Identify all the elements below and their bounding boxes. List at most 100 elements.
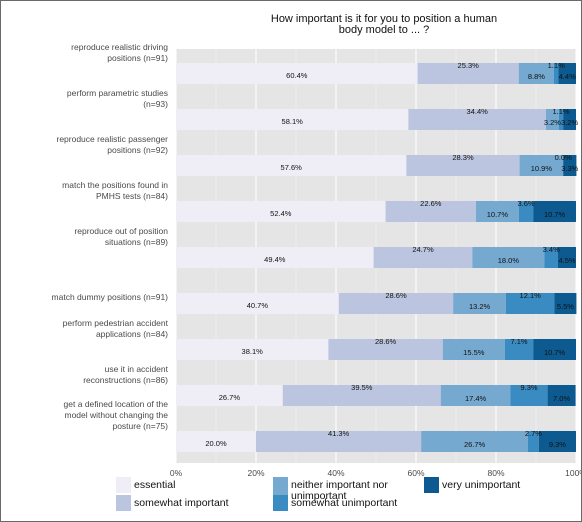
data-label: 28.3% xyxy=(452,153,474,162)
x-tick-label: 100% xyxy=(565,468,581,478)
data-label: 3.6% xyxy=(517,199,534,208)
legend-label: unimportant xyxy=(291,490,347,502)
data-label: 3.2% xyxy=(544,118,561,127)
data-label: 7.1% xyxy=(510,337,527,346)
data-label: 13.2% xyxy=(469,302,491,311)
x-tick-label: 20% xyxy=(247,468,264,478)
data-label: 58.1% xyxy=(282,117,304,126)
category-label: reconstructions (n=86) xyxy=(83,375,168,385)
legend-label: very unimportant xyxy=(442,479,520,491)
category-label: reproduce realistic driving xyxy=(71,42,168,52)
bar-segment xyxy=(558,109,564,130)
category-label: match the positions found in xyxy=(62,180,168,190)
category-label: perform pedestrian accident xyxy=(63,318,169,328)
x-tick-label: 80% xyxy=(487,468,504,478)
bar-segment xyxy=(510,385,548,406)
x-tick-label: 60% xyxy=(407,468,424,478)
bar-segment xyxy=(554,63,559,84)
category-label: match dummy positions (n=91) xyxy=(52,292,169,302)
data-label: 4.4% xyxy=(559,72,576,81)
bar-segment xyxy=(519,155,564,176)
bar-segment xyxy=(558,63,576,84)
data-label: 10.7% xyxy=(544,210,566,219)
category-label: reproduce realistic passenger xyxy=(56,134,168,144)
x-tick-label: 0% xyxy=(170,468,183,478)
bar-segment xyxy=(176,109,409,130)
bar-segment xyxy=(563,155,577,176)
data-label: 41.3% xyxy=(328,429,350,438)
x-tick-label: 40% xyxy=(327,468,344,478)
bar-segment xyxy=(506,293,555,314)
data-label: 8.8% xyxy=(528,72,545,81)
data-label: 52.4% xyxy=(270,209,292,218)
bar-segment xyxy=(533,201,576,222)
category-label: positions (n=92) xyxy=(107,145,168,155)
bar-segment xyxy=(518,201,534,222)
bar-segment xyxy=(338,293,454,314)
data-label: 34.4% xyxy=(467,107,489,116)
bar-segment xyxy=(385,201,476,222)
data-label: 9.3% xyxy=(520,383,537,392)
bar-segment xyxy=(440,385,511,406)
data-label: 17.4% xyxy=(465,394,487,403)
category-label: situations (n=89) xyxy=(105,237,168,247)
category-label: reproduce out of position xyxy=(74,226,168,236)
chart-title: How important is it for you to position … xyxy=(271,13,497,36)
category-label: PMHS tests (n=84) xyxy=(96,191,168,201)
data-label: 7.0% xyxy=(553,394,570,403)
bar-segment xyxy=(176,385,283,406)
data-label: 25.3% xyxy=(458,61,480,70)
legend-swatch xyxy=(273,495,288,511)
bar-segment xyxy=(544,247,558,268)
bar-segment xyxy=(176,247,374,268)
data-label: 10.7% xyxy=(544,348,566,357)
chart-title-line: How important is it for you to position … xyxy=(271,13,497,25)
legend-swatch xyxy=(116,495,131,511)
legend-swatch xyxy=(424,477,439,493)
data-label: 22.6% xyxy=(420,199,442,208)
category-label: perform parametric studies xyxy=(67,88,168,98)
bar-segment xyxy=(417,63,519,84)
data-label: 40.7% xyxy=(247,301,269,310)
data-label: 49.4% xyxy=(264,255,286,264)
category-label: posture (n=75) xyxy=(112,421,168,431)
bar-segment xyxy=(546,109,559,130)
data-label: 57.6% xyxy=(281,163,303,172)
bar-segment xyxy=(528,431,539,452)
data-label: 24.7% xyxy=(412,245,434,254)
data-label: 12.1% xyxy=(520,291,542,300)
legend-label: somewhat unimportant xyxy=(291,497,397,509)
bar-segment xyxy=(176,293,339,314)
data-label: 3.2% xyxy=(561,118,578,127)
category-label: applications (n=84) xyxy=(96,329,168,339)
bar-segment xyxy=(563,109,576,130)
bar-segment xyxy=(476,201,519,222)
bar-segment xyxy=(176,155,407,176)
bar-segment xyxy=(176,201,386,222)
bar-segment xyxy=(547,385,576,406)
data-label: 0.0% xyxy=(555,153,572,162)
data-label: 39.5% xyxy=(351,383,373,392)
data-label: 15.5% xyxy=(463,348,485,357)
category-label: positions (n=91) xyxy=(107,53,168,63)
data-label: 2.7% xyxy=(525,429,542,438)
bar-segment xyxy=(373,247,473,268)
legend-label: somewhat important xyxy=(134,497,229,509)
data-label: 18.0% xyxy=(498,256,520,265)
data-label: 9.3% xyxy=(549,440,566,449)
bar-segment xyxy=(406,155,520,176)
data-label: 26.7% xyxy=(464,440,486,449)
bar-segment xyxy=(176,431,256,452)
bar-segment xyxy=(176,339,329,360)
bar-segment xyxy=(558,247,576,268)
category-label: get a defined location of the xyxy=(64,399,169,409)
category-label: use it in accident xyxy=(105,364,169,374)
bar-segment xyxy=(518,63,554,84)
bar-segment xyxy=(256,431,422,452)
bar-segment xyxy=(504,339,534,360)
data-label: 3.4% xyxy=(543,245,560,254)
category-label: model without changing the xyxy=(65,410,169,420)
data-label: 28.6% xyxy=(375,337,397,346)
